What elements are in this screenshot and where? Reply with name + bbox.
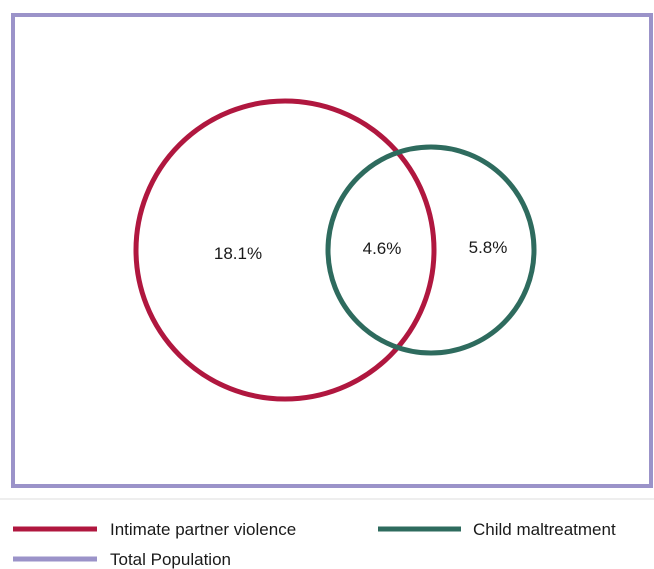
legend-label-total-population: Total Population bbox=[110, 550, 231, 569]
legend-item-child-maltreatment: Child maltreatment bbox=[378, 520, 616, 539]
legend-item-ipv: Intimate partner violence bbox=[13, 520, 296, 539]
legend-item-total-population: Total Population bbox=[13, 550, 231, 569]
legend-label-ipv: Intimate partner violence bbox=[110, 520, 296, 539]
total-population-frame bbox=[11, 13, 653, 488]
ipv-only-label: 18.1% bbox=[214, 244, 262, 263]
child-maltreatment-circle bbox=[325, 144, 537, 356]
legend-label-child-maltreatment: Child maltreatment bbox=[473, 520, 616, 539]
child-only-label: 5.8% bbox=[469, 238, 508, 257]
overlap-label: 4.6% bbox=[363, 239, 402, 258]
ipv-circle bbox=[133, 98, 437, 402]
